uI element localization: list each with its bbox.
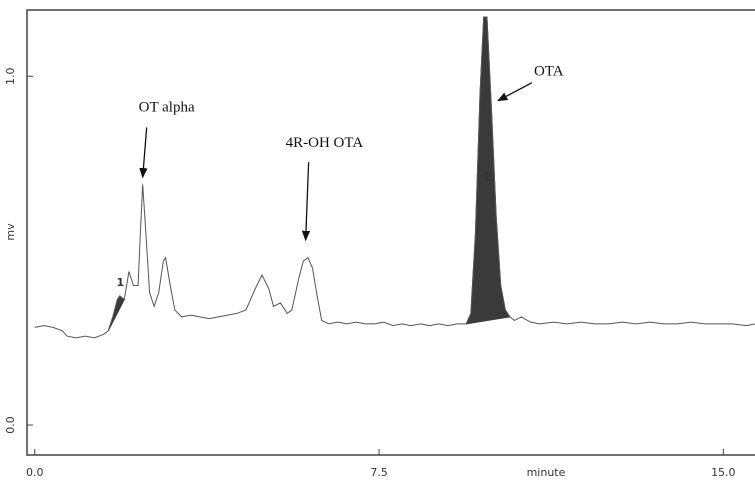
y-axis-label: mv <box>4 223 17 241</box>
x-axis-label: minute <box>527 466 566 479</box>
x-tick-label: 15.0 <box>711 466 736 479</box>
annotation-arrow <box>139 127 148 179</box>
x-tick-label: 7.5 <box>370 466 388 479</box>
y-tick-label: 1.0 <box>4 68 17 86</box>
peak-label: 2 <box>484 170 492 183</box>
x-tick-label: 0.0 <box>26 466 44 479</box>
annotation-arrow <box>301 162 311 242</box>
peak-label: 1 <box>116 276 124 289</box>
signal-line <box>34 16 755 339</box>
plot-frame <box>26 9 755 456</box>
annotation: OTA <box>534 64 564 80</box>
annotation: 4R-OH OTA <box>286 135 364 151</box>
y-tick-label: 0.0 <box>4 416 17 434</box>
annotation: OT alpha <box>139 99 195 115</box>
annotation-arrow <box>497 82 533 102</box>
